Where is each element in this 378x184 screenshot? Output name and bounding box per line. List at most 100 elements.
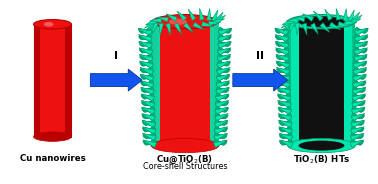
Polygon shape xyxy=(350,140,362,145)
Polygon shape xyxy=(217,67,228,72)
Polygon shape xyxy=(277,55,289,60)
Polygon shape xyxy=(355,36,368,41)
Polygon shape xyxy=(351,126,361,132)
Polygon shape xyxy=(139,56,152,61)
Polygon shape xyxy=(353,74,366,82)
Polygon shape xyxy=(215,121,228,126)
Polygon shape xyxy=(218,49,231,54)
Polygon shape xyxy=(214,119,225,125)
Polygon shape xyxy=(143,135,155,139)
Polygon shape xyxy=(354,56,367,61)
Polygon shape xyxy=(143,135,156,140)
FancyBboxPatch shape xyxy=(352,22,355,146)
Ellipse shape xyxy=(34,132,71,141)
Polygon shape xyxy=(215,114,228,121)
Polygon shape xyxy=(140,74,154,82)
Polygon shape xyxy=(217,54,229,59)
Polygon shape xyxy=(212,10,218,22)
Polygon shape xyxy=(277,34,288,39)
Polygon shape xyxy=(215,115,228,120)
Polygon shape xyxy=(278,88,290,93)
Polygon shape xyxy=(277,68,289,73)
Polygon shape xyxy=(138,36,152,42)
Polygon shape xyxy=(352,99,362,106)
Polygon shape xyxy=(281,113,292,119)
Polygon shape xyxy=(355,43,367,47)
Polygon shape xyxy=(276,68,290,75)
Polygon shape xyxy=(207,8,211,20)
Polygon shape xyxy=(215,126,226,131)
Polygon shape xyxy=(355,42,367,47)
Polygon shape xyxy=(215,120,226,125)
Polygon shape xyxy=(144,140,156,145)
Polygon shape xyxy=(286,18,298,22)
Polygon shape xyxy=(277,87,291,95)
Polygon shape xyxy=(141,47,152,52)
Polygon shape xyxy=(214,133,226,138)
Polygon shape xyxy=(277,61,289,66)
Polygon shape xyxy=(139,43,152,47)
Polygon shape xyxy=(218,34,228,40)
Polygon shape xyxy=(139,35,151,40)
Polygon shape xyxy=(139,49,152,54)
Polygon shape xyxy=(218,43,231,47)
Polygon shape xyxy=(279,120,292,128)
Polygon shape xyxy=(143,135,156,140)
Polygon shape xyxy=(219,29,231,34)
Polygon shape xyxy=(350,140,362,145)
Polygon shape xyxy=(141,68,153,73)
Text: Core-shell Structures: Core-shell Structures xyxy=(143,162,227,171)
FancyArrow shape xyxy=(90,69,142,91)
Polygon shape xyxy=(139,49,152,54)
Polygon shape xyxy=(276,43,288,47)
Polygon shape xyxy=(352,127,363,132)
Polygon shape xyxy=(351,113,362,119)
Polygon shape xyxy=(279,60,290,66)
Polygon shape xyxy=(277,41,288,46)
Polygon shape xyxy=(279,140,293,148)
Polygon shape xyxy=(143,121,155,126)
Polygon shape xyxy=(353,68,367,75)
Polygon shape xyxy=(280,100,291,105)
Polygon shape xyxy=(275,30,288,35)
Polygon shape xyxy=(276,68,290,75)
Polygon shape xyxy=(281,126,292,131)
Polygon shape xyxy=(355,34,365,40)
Polygon shape xyxy=(353,89,366,93)
Polygon shape xyxy=(142,122,155,127)
Polygon shape xyxy=(355,41,366,46)
Polygon shape xyxy=(144,106,155,112)
Polygon shape xyxy=(351,122,364,127)
Polygon shape xyxy=(277,82,290,87)
Polygon shape xyxy=(214,133,228,141)
Polygon shape xyxy=(218,48,230,53)
Polygon shape xyxy=(280,93,291,99)
Polygon shape xyxy=(217,68,230,75)
Polygon shape xyxy=(216,108,228,113)
Polygon shape xyxy=(277,94,291,101)
Polygon shape xyxy=(278,107,291,115)
Polygon shape xyxy=(216,74,230,82)
Polygon shape xyxy=(353,76,366,81)
Polygon shape xyxy=(351,114,365,121)
Polygon shape xyxy=(218,49,231,54)
Polygon shape xyxy=(351,135,364,140)
Ellipse shape xyxy=(151,138,219,153)
Polygon shape xyxy=(352,94,366,101)
Polygon shape xyxy=(313,11,323,21)
Polygon shape xyxy=(142,115,155,120)
Polygon shape xyxy=(352,15,362,24)
Polygon shape xyxy=(353,81,365,86)
Polygon shape xyxy=(218,47,229,52)
Polygon shape xyxy=(275,29,288,34)
Polygon shape xyxy=(276,62,289,68)
Polygon shape xyxy=(215,114,227,119)
Polygon shape xyxy=(353,75,366,79)
Polygon shape xyxy=(214,126,225,132)
Polygon shape xyxy=(218,49,231,55)
Polygon shape xyxy=(214,120,228,128)
Polygon shape xyxy=(139,56,152,61)
Polygon shape xyxy=(143,127,156,134)
Polygon shape xyxy=(280,73,290,79)
Polygon shape xyxy=(353,60,364,66)
